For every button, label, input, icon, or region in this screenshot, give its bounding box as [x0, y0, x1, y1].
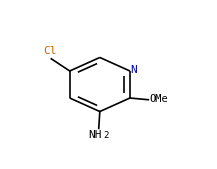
Text: N: N	[130, 65, 137, 75]
Text: Cl: Cl	[43, 46, 57, 56]
Text: 2: 2	[104, 131, 109, 140]
Text: OMe: OMe	[150, 94, 168, 104]
Text: NH: NH	[89, 130, 102, 140]
